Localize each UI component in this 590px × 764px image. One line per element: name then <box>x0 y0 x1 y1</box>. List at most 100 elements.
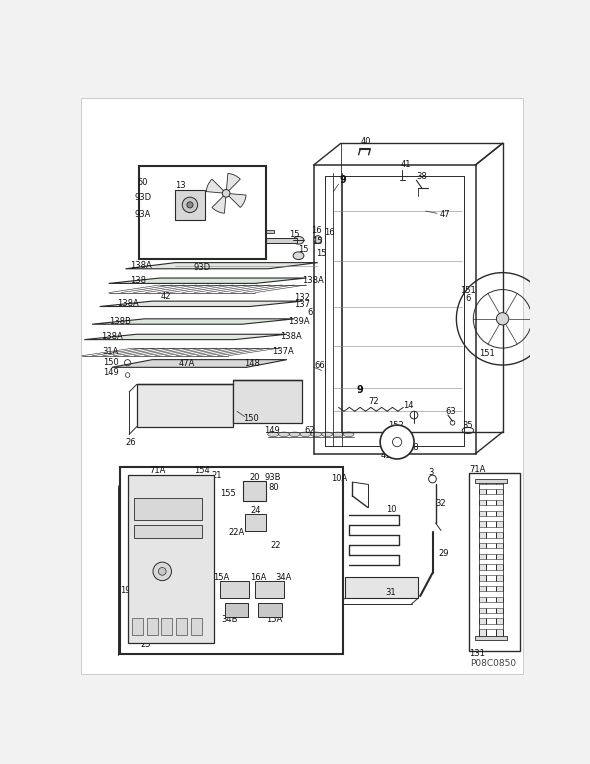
Text: 93B: 93B <box>264 473 281 482</box>
Circle shape <box>380 425 414 459</box>
Text: 71A: 71A <box>149 466 166 475</box>
Polygon shape <box>112 360 287 367</box>
Text: 9: 9 <box>340 175 346 185</box>
Text: 93D: 93D <box>194 263 211 272</box>
Text: 138B: 138B <box>109 316 130 325</box>
Text: 149: 149 <box>103 368 119 377</box>
Bar <box>176 617 187 635</box>
Text: 15: 15 <box>298 245 309 254</box>
Text: 5: 5 <box>231 177 235 186</box>
Text: 10: 10 <box>386 505 396 514</box>
Circle shape <box>222 189 230 197</box>
Ellipse shape <box>332 432 343 437</box>
Text: 138A: 138A <box>280 332 301 341</box>
Bar <box>191 617 202 635</box>
Bar <box>212 229 274 232</box>
Text: 151: 151 <box>479 349 495 358</box>
Text: P08C0850: P08C0850 <box>470 659 516 668</box>
Text: 138A: 138A <box>302 276 324 285</box>
Bar <box>478 623 503 629</box>
Text: 139A: 139A <box>288 316 309 325</box>
Text: 154: 154 <box>194 466 209 475</box>
Text: 41: 41 <box>401 160 412 170</box>
Ellipse shape <box>268 432 278 437</box>
Bar <box>478 494 503 500</box>
Text: 47: 47 <box>440 210 450 219</box>
Text: 3: 3 <box>428 468 434 478</box>
Bar <box>478 516 503 521</box>
Text: 151: 151 <box>460 286 476 295</box>
Circle shape <box>496 312 509 325</box>
Text: 34: 34 <box>220 232 231 241</box>
Text: 16: 16 <box>311 226 322 235</box>
Text: 28: 28 <box>409 443 419 452</box>
Circle shape <box>182 197 198 212</box>
Text: 42: 42 <box>161 292 171 301</box>
Polygon shape <box>137 384 233 426</box>
Text: 22: 22 <box>270 542 281 551</box>
Bar <box>147 617 158 635</box>
Text: 10A: 10A <box>331 474 348 483</box>
Text: 63: 63 <box>445 406 456 416</box>
Polygon shape <box>233 380 302 422</box>
Polygon shape <box>109 278 306 283</box>
Text: 137A: 137A <box>272 348 294 357</box>
Text: 138A: 138A <box>117 299 139 308</box>
Bar <box>258 603 281 617</box>
Text: 150: 150 <box>103 358 119 367</box>
Text: 35: 35 <box>463 421 473 429</box>
Text: 16: 16 <box>324 228 335 237</box>
Bar <box>478 602 503 607</box>
Bar <box>134 498 202 520</box>
Bar <box>243 481 266 500</box>
Polygon shape <box>84 334 287 340</box>
Text: 93A: 93A <box>135 210 151 219</box>
Text: 25: 25 <box>141 640 151 649</box>
Text: 138A: 138A <box>101 332 123 341</box>
Text: 31: 31 <box>386 588 396 597</box>
Text: 26: 26 <box>125 438 136 446</box>
Text: 50: 50 <box>137 178 148 187</box>
Text: 131: 131 <box>469 649 485 659</box>
Ellipse shape <box>311 432 322 437</box>
Bar <box>120 468 343 654</box>
Text: 47A: 47A <box>179 359 195 368</box>
Text: 93D: 93D <box>135 193 152 202</box>
Text: 22A: 22A <box>229 528 245 536</box>
Text: 40: 40 <box>361 138 372 146</box>
Ellipse shape <box>322 432 332 437</box>
Bar <box>345 577 418 598</box>
Text: 29: 29 <box>438 549 448 558</box>
Bar <box>245 513 266 530</box>
Text: 15A: 15A <box>266 614 282 623</box>
Ellipse shape <box>293 252 304 260</box>
Text: 24: 24 <box>250 506 261 515</box>
Polygon shape <box>100 301 302 306</box>
Bar <box>478 481 486 639</box>
Text: 72: 72 <box>369 397 379 406</box>
Polygon shape <box>92 319 294 324</box>
Bar <box>478 559 503 565</box>
Circle shape <box>314 235 322 244</box>
Text: 34A: 34A <box>275 573 291 582</box>
Text: 137: 137 <box>294 300 310 309</box>
Bar <box>162 617 172 635</box>
Text: 148: 148 <box>244 359 260 368</box>
Text: 15: 15 <box>313 238 323 246</box>
Text: 155: 155 <box>220 489 235 498</box>
Text: 62: 62 <box>304 426 314 435</box>
Text: 19: 19 <box>120 586 130 595</box>
Text: 16A: 16A <box>250 573 267 582</box>
Bar <box>225 603 248 617</box>
Bar <box>139 167 266 259</box>
Bar <box>478 538 503 543</box>
Bar <box>478 505 503 510</box>
Text: 139: 139 <box>221 227 237 235</box>
Bar <box>132 617 143 635</box>
Bar <box>478 549 503 554</box>
Text: 15: 15 <box>289 230 299 238</box>
Wedge shape <box>206 180 226 193</box>
Text: 132: 132 <box>294 293 310 302</box>
Ellipse shape <box>278 432 289 437</box>
Bar <box>220 581 249 598</box>
